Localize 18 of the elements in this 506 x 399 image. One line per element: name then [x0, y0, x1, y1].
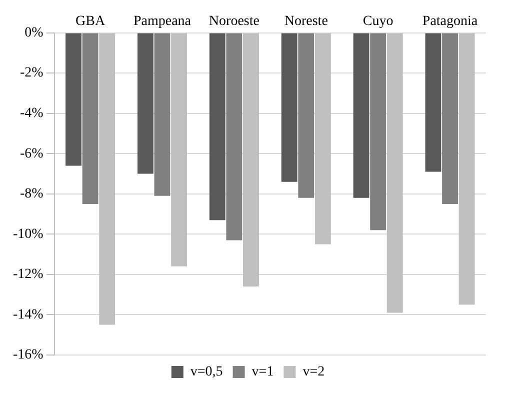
legend-label: v=2: [302, 364, 325, 380]
y-tick-label: -14%: [12, 307, 44, 322]
legend-label: v=0,5: [190, 364, 223, 380]
x-tick-label: Cuyo: [362, 14, 394, 30]
y-tick-label: -16%: [12, 348, 44, 363]
y-tick-label: -6%: [20, 146, 44, 162]
x-tick-label: GBA: [76, 14, 106, 30]
x-tick-label: Pampeana: [133, 14, 192, 30]
legend-label: v=1: [252, 364, 274, 380]
y-tick-label: -4%: [20, 106, 44, 122]
y-tick-label: -10%: [12, 226, 44, 242]
x-tick-label: Noreste: [284, 14, 328, 30]
y-tick-label: -2%: [20, 66, 44, 81]
y-tick-label: -8%: [20, 186, 44, 202]
y-tick-label: 0%: [24, 25, 44, 40]
y-tick-label: -12%: [12, 267, 44, 282]
x-tick-label: Patagonia: [422, 14, 478, 30]
x-tick-label: Noroeste: [208, 14, 260, 30]
